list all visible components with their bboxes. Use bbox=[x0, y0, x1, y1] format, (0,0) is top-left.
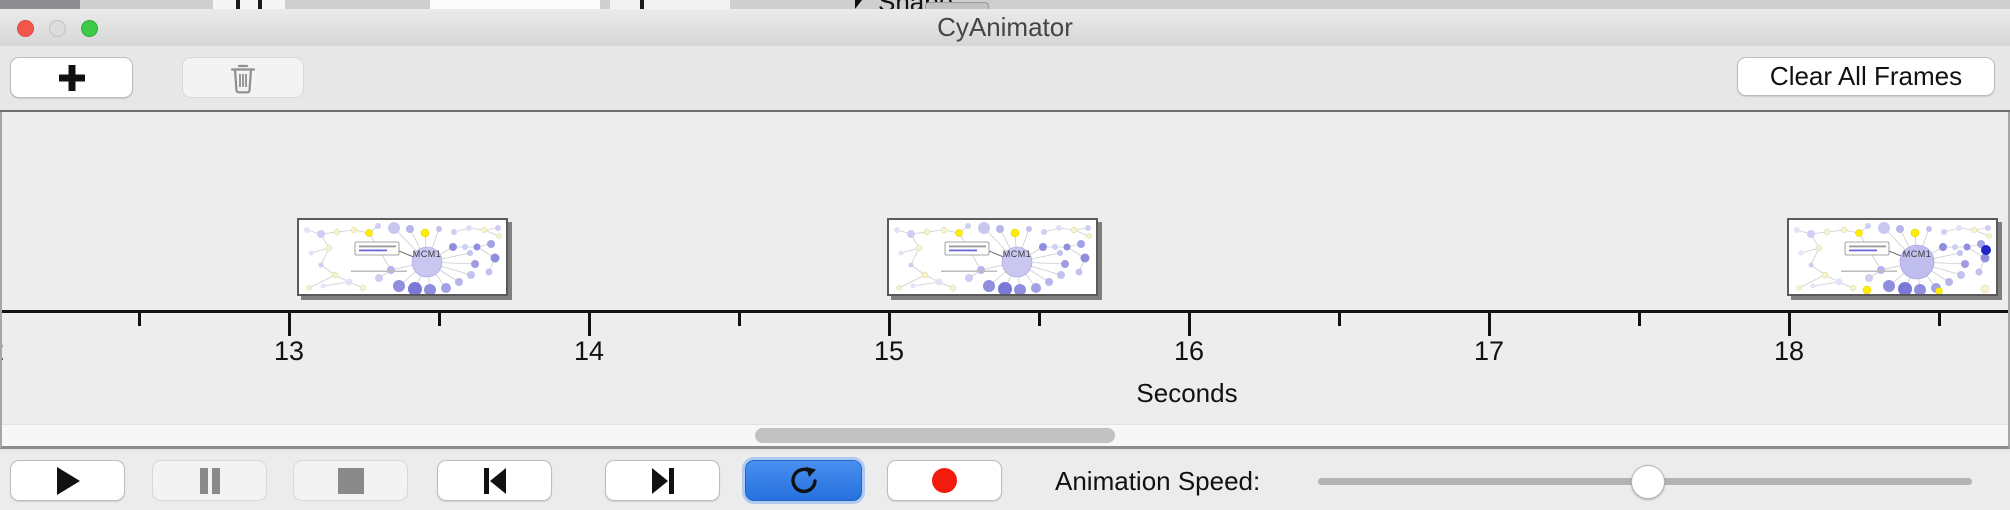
frame-thumbnail-1[interactable]: MCM1 bbox=[297, 218, 508, 296]
background-fragment bbox=[236, 0, 240, 9]
timeline-tick-major bbox=[1188, 313, 1191, 336]
timeline-tick-minor bbox=[738, 313, 741, 326]
animation-speed-slider[interactable] bbox=[1318, 452, 1972, 510]
close-button[interactable] bbox=[17, 20, 34, 37]
axis-unit-label: Seconds bbox=[1136, 378, 1238, 408]
stop-button[interactable] bbox=[293, 460, 408, 501]
timeline-tick-minor bbox=[138, 313, 141, 326]
timeline-tick-label: 13 bbox=[273, 336, 305, 366]
toolbar-separator bbox=[0, 110, 2010, 112]
timeline-tick-label: 12 bbox=[2, 336, 34, 367]
background-fragment bbox=[610, 0, 730, 9]
timeline-tick-minor bbox=[1638, 313, 1641, 326]
background-fragment bbox=[0, 0, 80, 9]
timeline-tick-minor bbox=[438, 313, 441, 326]
background-fragment bbox=[213, 0, 285, 9]
play-button[interactable] bbox=[10, 460, 125, 501]
timeline-scrollbar[interactable] bbox=[2, 424, 2008, 446]
background-fragment bbox=[258, 0, 262, 9]
background-fragment bbox=[925, 2, 989, 9]
background-fragment bbox=[640, 0, 644, 9]
background-fragment: Shape bbox=[430, 0, 953, 9]
skip-to-start-button[interactable] bbox=[437, 460, 552, 501]
play-icon bbox=[56, 466, 80, 495]
background-window-strip: Shape bbox=[0, 0, 2010, 9]
skip-to-start-icon bbox=[483, 467, 506, 494]
network-graph-image bbox=[1789, 220, 1996, 294]
skip-to-end-icon bbox=[651, 467, 674, 494]
network-graph-image bbox=[299, 220, 506, 294]
timeline-tick-major bbox=[888, 313, 891, 336]
clear-all-frames-button[interactable]: Clear All Frames bbox=[1737, 57, 1995, 96]
timeline-tick-label: 18 bbox=[1773, 336, 1805, 366]
loop-button[interactable] bbox=[745, 460, 862, 501]
timeline-tick-label: 14 bbox=[573, 336, 605, 366]
thumbnail-node-label: MCM1 bbox=[412, 249, 442, 259]
timeline-tick-minor bbox=[1338, 313, 1341, 326]
timeline-tick-major bbox=[588, 313, 591, 336]
timeline-tick-major bbox=[1488, 313, 1491, 336]
stop-icon bbox=[337, 467, 364, 494]
record-icon bbox=[932, 468, 957, 493]
background-shape-label: Shape bbox=[878, 0, 953, 9]
timeline-panel[interactable]: MCM1 MCM1 MCM1 12 13 14 15 16 17 18 Seconds bbox=[0, 112, 2010, 449]
window-title: CyAnimator bbox=[937, 12, 1073, 42]
plus-icon bbox=[58, 64, 85, 91]
frame-thumbnail-2[interactable]: MCM1 bbox=[887, 218, 1098, 296]
timeline-tick-label: 17 bbox=[1473, 336, 1505, 366]
thumbnail-node-label: MCM1 bbox=[1002, 249, 1032, 259]
background-fragment bbox=[855, 0, 862, 9]
trash-icon bbox=[230, 64, 256, 93]
skip-to-end-button[interactable] bbox=[605, 460, 720, 501]
zoom-button[interactable] bbox=[81, 20, 98, 37]
add-frame-button[interactable] bbox=[10, 57, 133, 98]
slider-knob[interactable] bbox=[1631, 465, 1665, 499]
title-bar: CyAnimator bbox=[0, 9, 2010, 47]
toolbar: Clear All Frames bbox=[0, 46, 2010, 110]
minimize-button[interactable] bbox=[49, 20, 66, 37]
timeline-tick-minor bbox=[1038, 313, 1041, 326]
timeline-tick-label: 16 bbox=[1173, 336, 1205, 366]
thumbnail-node-label: MCM1 bbox=[1902, 249, 1932, 259]
animation-speed-label: Animation Speed: bbox=[1055, 466, 1261, 496]
network-graph-image bbox=[889, 220, 1096, 294]
timeline-tick-major bbox=[288, 313, 291, 336]
loop-icon bbox=[790, 466, 817, 493]
timeline-tick-minor bbox=[1938, 313, 1941, 326]
delete-frame-button[interactable] bbox=[182, 57, 304, 98]
pause-button[interactable] bbox=[152, 460, 267, 501]
scrollbar-thumb[interactable] bbox=[755, 428, 1115, 443]
pause-icon bbox=[199, 467, 220, 494]
playback-controls: Animation Speed: bbox=[0, 452, 2010, 510]
timeline-tick-major bbox=[1788, 313, 1791, 336]
frame-thumbnail-3[interactable]: MCM1 bbox=[1787, 218, 1998, 296]
timeline-axis bbox=[2, 310, 2008, 313]
record-button[interactable] bbox=[887, 460, 1002, 501]
timeline-tick-label: 15 bbox=[873, 336, 905, 366]
